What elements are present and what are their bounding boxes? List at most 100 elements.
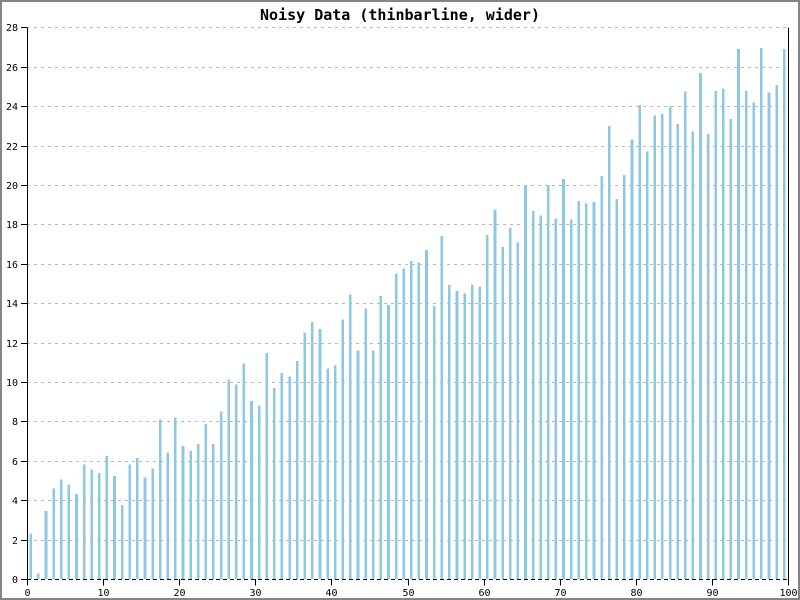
axes bbox=[27, 27, 789, 580]
bar bbox=[661, 113, 664, 579]
bar bbox=[638, 104, 641, 579]
chart-title: Noisy Data (thinbarline, wider) bbox=[260, 6, 540, 24]
y-tick-label: 8 bbox=[12, 417, 18, 428]
bar bbox=[219, 411, 223, 579]
bar bbox=[600, 176, 603, 579]
bar bbox=[455, 290, 459, 579]
bar bbox=[379, 296, 383, 579]
bar bbox=[706, 133, 710, 579]
bar bbox=[44, 511, 48, 579]
bar bbox=[623, 175, 626, 579]
bar bbox=[326, 368, 329, 579]
bar bbox=[98, 472, 101, 579]
bar bbox=[508, 227, 512, 579]
bar bbox=[204, 423, 208, 579]
bar bbox=[569, 219, 573, 579]
bar bbox=[417, 262, 421, 579]
bar bbox=[257, 405, 261, 579]
bar bbox=[683, 91, 687, 580]
bar bbox=[356, 350, 360, 579]
y-tick-label: 14 bbox=[6, 299, 18, 310]
bar bbox=[554, 218, 558, 580]
bar bbox=[318, 328, 322, 579]
y-tick-label: 26 bbox=[6, 63, 18, 74]
bar bbox=[250, 401, 253, 579]
bar bbox=[174, 417, 177, 579]
bar bbox=[699, 73, 702, 579]
x-tick-label: 50 bbox=[402, 588, 414, 599]
x-tick-label: 100 bbox=[779, 588, 797, 599]
bar bbox=[371, 350, 375, 579]
bar bbox=[59, 479, 63, 579]
bar bbox=[265, 353, 269, 579]
bar bbox=[181, 446, 185, 579]
bar bbox=[196, 444, 200, 579]
bar bbox=[448, 285, 451, 579]
bar bbox=[105, 456, 109, 579]
x-tick-label: 80 bbox=[630, 588, 642, 599]
bar bbox=[166, 452, 170, 579]
bar bbox=[402, 268, 405, 579]
bar bbox=[744, 91, 748, 579]
bar bbox=[691, 131, 695, 580]
bar bbox=[645, 151, 649, 579]
y-tick-label: 4 bbox=[12, 496, 18, 507]
bar bbox=[82, 464, 86, 579]
bar bbox=[387, 305, 390, 579]
bar bbox=[52, 488, 55, 579]
bar bbox=[585, 203, 588, 579]
bar bbox=[767, 92, 771, 580]
bar bbox=[737, 49, 740, 579]
bar bbox=[615, 198, 619, 580]
bar bbox=[607, 125, 611, 580]
bar bbox=[280, 372, 284, 579]
bar bbox=[189, 450, 192, 579]
x-tick-label: 70 bbox=[554, 588, 566, 599]
bar bbox=[470, 284, 474, 579]
bar bbox=[311, 321, 314, 579]
y-tick-label: 22 bbox=[6, 142, 18, 153]
bar bbox=[775, 85, 778, 580]
bar bbox=[120, 505, 124, 580]
y-tick-label: 24 bbox=[6, 102, 18, 113]
bar bbox=[516, 242, 520, 579]
bar bbox=[37, 573, 40, 579]
bar bbox=[531, 211, 535, 579]
y-tick-label: 18 bbox=[6, 220, 18, 231]
bar bbox=[676, 123, 679, 580]
gridlines bbox=[27, 27, 788, 580]
bar bbox=[341, 319, 345, 579]
x-tick-label: 0 bbox=[24, 588, 30, 599]
x-tick-labels: 0 10 20 30 40 50 60 70 80 90 100 bbox=[24, 588, 797, 599]
bar bbox=[630, 139, 634, 579]
bar bbox=[782, 49, 786, 579]
y-tick-label: 28 bbox=[6, 23, 18, 34]
bar bbox=[90, 469, 93, 579]
y-tick-label: 2 bbox=[12, 536, 18, 547]
bar bbox=[478, 286, 482, 579]
bars bbox=[29, 48, 786, 580]
bar bbox=[524, 185, 527, 580]
bar bbox=[212, 444, 215, 579]
bar bbox=[303, 332, 307, 579]
bar bbox=[227, 379, 230, 579]
bar bbox=[432, 306, 436, 579]
bar bbox=[486, 235, 489, 580]
x-tick-label: 90 bbox=[706, 588, 718, 599]
bar bbox=[760, 48, 763, 579]
y-tick-label: 12 bbox=[6, 339, 18, 350]
bar bbox=[729, 119, 733, 579]
bar bbox=[546, 185, 550, 579]
bar bbox=[151, 468, 154, 579]
y-tick-label: 6 bbox=[12, 457, 18, 468]
bar bbox=[562, 179, 565, 579]
bar bbox=[493, 209, 497, 579]
bar bbox=[75, 493, 78, 579]
bar bbox=[463, 293, 466, 579]
bar bbox=[722, 88, 725, 580]
bar bbox=[577, 200, 581, 579]
bar bbox=[539, 215, 542, 579]
